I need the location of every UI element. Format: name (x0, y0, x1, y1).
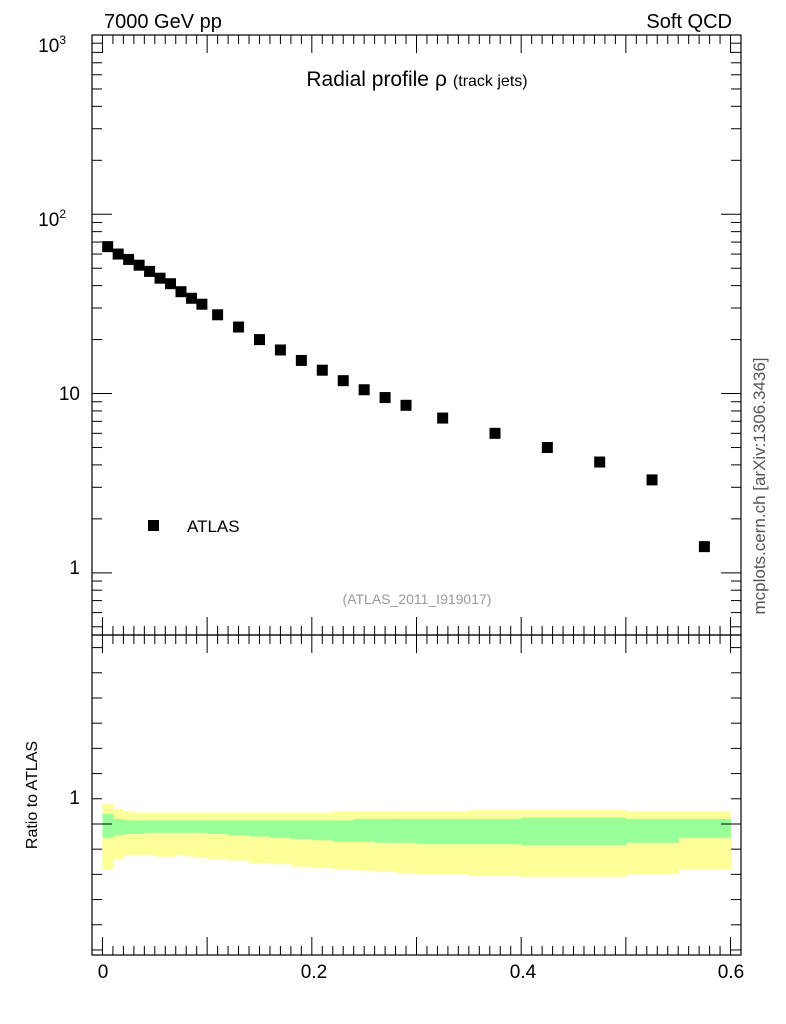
x-tick-label-0.6: 0.6 (718, 962, 744, 983)
y-tick-label-1: 1 (69, 558, 80, 579)
ratio-band-outer-bin (228, 812, 250, 861)
title-text: Radial profile (306, 68, 429, 91)
ratio-axis-ticks (92, 635, 741, 955)
ratio-band-inner-bin (186, 820, 198, 833)
ratio-band-outer-bin (175, 812, 187, 856)
data-point (379, 392, 391, 404)
ratio-band-inner-bin (196, 820, 208, 833)
data-point (154, 272, 166, 284)
data-point (646, 474, 658, 486)
ratio-band-outer-bin (144, 812, 156, 856)
main-title: Radial profile ρ (track jets) (306, 68, 527, 91)
data-point (337, 375, 349, 387)
ratio-band-inner-bin (207, 820, 229, 835)
ratio-band-inner-bin (353, 818, 376, 842)
data-point (274, 344, 286, 356)
ratio-band-inner-bin (311, 820, 334, 841)
data-point (316, 364, 328, 376)
ratio-band-inner-bin (416, 818, 470, 845)
ratio-band-inner-bin (374, 818, 397, 843)
ratio-band-outer-bin (186, 812, 198, 857)
x-tick-label-0: 0 (98, 962, 109, 983)
y-tick-100-exp: 2 (59, 207, 66, 221)
main-frame (91, 34, 742, 636)
data-point (212, 309, 224, 321)
y-tick-label-1000: 103 (38, 33, 66, 57)
header-left: 7000 GeV pp (104, 11, 222, 33)
ratio-band-inner-bin (395, 818, 418, 843)
data-point (253, 334, 265, 346)
data-point (102, 241, 114, 253)
title-symbol: ρ (435, 68, 447, 91)
ratio-band-inner-bin (112, 818, 125, 836)
ratio-band-outer-bin (207, 812, 229, 860)
ratio-band-inner-bin (165, 820, 177, 833)
data-point (175, 286, 187, 298)
ratio-band-inner-bin (521, 817, 575, 846)
data-point (165, 278, 177, 290)
ratio-band-inner-bin (133, 820, 145, 835)
data-points (102, 241, 710, 553)
data-point (437, 412, 449, 424)
ratio-band-inner-bin (154, 820, 166, 833)
ratio-band-outer-bin (165, 812, 177, 857)
data-point (196, 298, 208, 310)
ratio-band-outer-bin (133, 812, 145, 856)
ratio-band-inner-bin (573, 817, 627, 846)
main-axis-ticks (92, 34, 741, 635)
x-tick-label-0.2: 0.2 (301, 962, 327, 983)
ratio-ylabel: Ratio to ATLAS (24, 741, 41, 849)
y-tick-1000-base: 10 (38, 36, 59, 57)
data-point (233, 321, 245, 333)
data-point (295, 354, 307, 366)
data-point (541, 442, 553, 454)
data-point (400, 399, 412, 411)
ratio-band-outer-bin (196, 812, 208, 858)
header-right: Soft QCD (646, 11, 732, 33)
ratio-band-inner-bin (332, 820, 355, 842)
ratio-band-inner-bin (269, 820, 292, 838)
x-tick-label-0.4: 0.4 (510, 962, 537, 983)
ratio-band-inner-bin (144, 820, 156, 833)
side-label: mcplots.cern.ch [arXiv:1306.3436] (750, 357, 769, 614)
data-point (123, 253, 135, 265)
ratio-frame (91, 634, 742, 956)
legend-label: ATLAS (187, 517, 240, 536)
ratio-band-inner-bin (249, 820, 271, 837)
data-point (698, 541, 710, 553)
data-point (358, 384, 370, 396)
y-tick-label-10: 10 (59, 384, 80, 405)
legend-marker (148, 520, 159, 531)
ratio-bands (102, 803, 732, 877)
data-point (112, 248, 124, 260)
y-tick-100-base: 10 (38, 210, 59, 231)
ratio-band-outer-bin (154, 812, 166, 857)
data-point (594, 456, 606, 468)
ratio-band-inner-bin (102, 813, 114, 838)
ratio-band-inner-bin (290, 820, 313, 840)
ratio-band-inner-bin (625, 818, 679, 843)
data-point (489, 427, 501, 439)
y-tick-label-100: 102 (38, 207, 66, 231)
ratio-band-inner-bin (175, 820, 187, 833)
data-point (185, 292, 197, 304)
data-point (133, 259, 145, 271)
y-tick-1000-exp: 3 (59, 33, 66, 47)
ratio-band-inner-bin (123, 820, 135, 835)
ratio-band-inner-bin (468, 818, 522, 845)
ratio-band-inner-bin (228, 820, 250, 836)
data-point (144, 265, 156, 277)
ratio-band-inner-bin (678, 818, 732, 838)
title-suffix: (track jets) (453, 73, 528, 90)
analysis-annotation: (ATLAS_2011_I919017) (343, 591, 492, 607)
ratio-y-tick-label-1: 1 (69, 788, 80, 809)
